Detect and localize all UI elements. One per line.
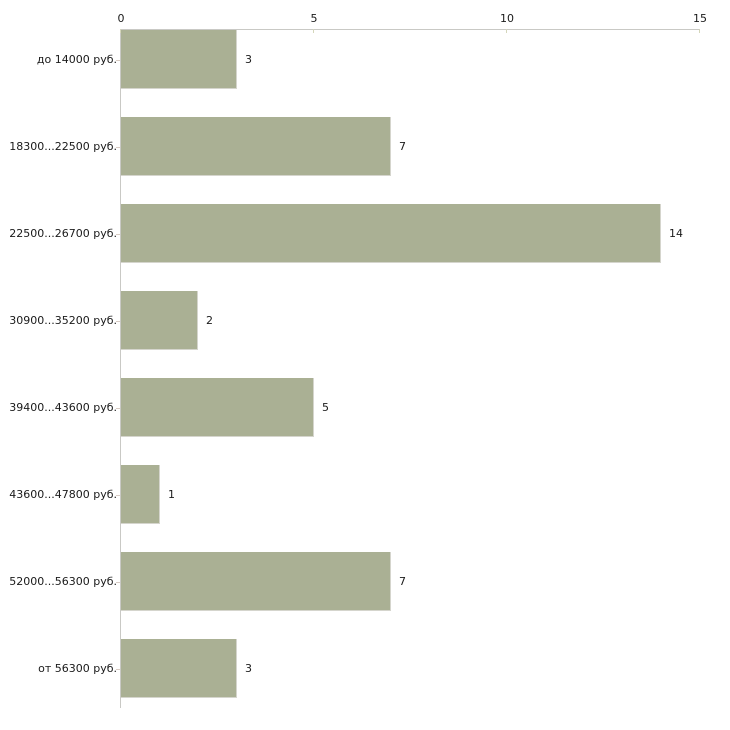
value-label: 2: [206, 313, 213, 327]
value-label: 7: [399, 574, 406, 588]
category-tick-mark: [116, 494, 120, 496]
bar: [121, 378, 314, 437]
bar: [121, 639, 237, 698]
y-axis-line: [120, 29, 121, 708]
category-label: от 56300 руб.: [38, 661, 117, 675]
bar: [121, 552, 391, 611]
x-axis-tick-mark: [120, 29, 121, 33]
bar-row: 52000...56300 руб. 7: [0, 552, 730, 611]
value-label: 7: [399, 139, 406, 153]
category-label: 18300...22500 руб.: [9, 139, 117, 153]
category-tick-mark: [116, 320, 120, 322]
value-label: 3: [245, 52, 252, 66]
category-tick-mark: [116, 59, 120, 61]
category-label: 22500...26700 руб.: [9, 226, 117, 240]
bar: [121, 30, 237, 89]
x-axis-tick-label: 15: [693, 12, 707, 25]
x-axis-tick-mark: [699, 29, 700, 33]
bar-row: от 56300 руб. 3: [0, 639, 730, 698]
bar-row: 43600...47800 руб. 1: [0, 465, 730, 524]
x-axis-tick-label: 10: [500, 12, 514, 25]
bar: [121, 465, 160, 524]
bar-row: 18300...22500 руб. 7: [0, 117, 730, 176]
category-label: 52000...56300 руб.: [9, 574, 117, 588]
x-axis-tick-mark: [506, 29, 507, 33]
x-axis-tick-label: 5: [310, 12, 318, 25]
bar: [121, 291, 198, 350]
category-tick-mark: [116, 581, 120, 583]
x-axis-tick-mark: [313, 29, 314, 33]
category-label: до 14000 руб.: [36, 52, 117, 66]
category-tick-mark: [116, 668, 120, 670]
bar-row: 30900...35200 руб. 2: [0, 291, 730, 350]
category-label: 30900...35200 руб.: [9, 313, 117, 327]
category-label: 39400...43600 руб.: [9, 400, 117, 414]
bar: [121, 204, 661, 263]
x-axis-tick-label: 0: [117, 12, 125, 25]
value-label: 14: [669, 226, 683, 240]
x-axis-line: [120, 29, 700, 30]
value-label: 5: [322, 400, 329, 414]
category-label: 43600...47800 руб.: [9, 487, 117, 501]
value-label: 1: [168, 487, 175, 501]
bar-row: 22500...26700 руб. 14: [0, 204, 730, 263]
category-tick-mark: [116, 146, 120, 148]
bar: [121, 117, 391, 176]
category-tick-mark: [116, 407, 120, 409]
category-tick-mark: [116, 233, 120, 235]
bar-row: 39400...43600 руб. 5: [0, 378, 730, 437]
value-label: 3: [245, 661, 252, 675]
bar-row: до 14000 руб. 3: [0, 30, 730, 89]
